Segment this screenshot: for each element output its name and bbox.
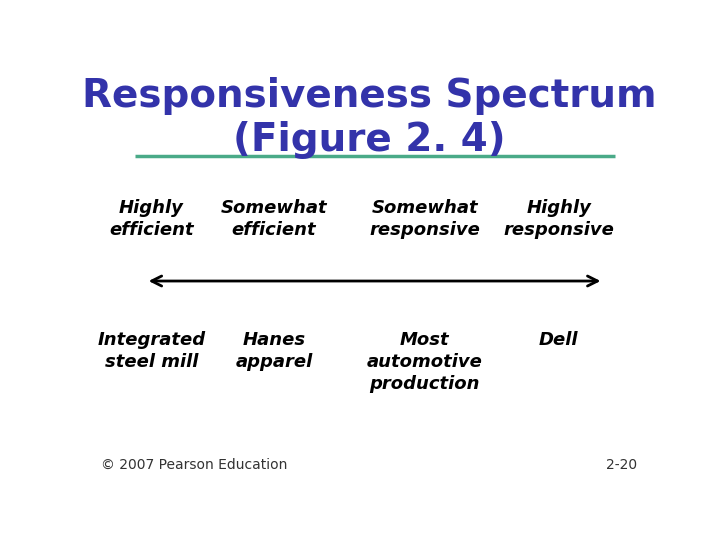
Text: Highly
efficient: Highly efficient — [109, 199, 194, 239]
Text: Most
automotive
production: Most automotive production — [367, 331, 482, 393]
Text: Responsiveness Spectrum
(Figure 2. 4): Responsiveness Spectrum (Figure 2. 4) — [81, 77, 657, 159]
Text: Somewhat
efficient: Somewhat efficient — [221, 199, 328, 239]
Text: © 2007 Pearson Education: © 2007 Pearson Education — [101, 458, 287, 472]
Text: Hanes
apparel: Hanes apparel — [235, 331, 312, 371]
Text: Somewhat
responsive: Somewhat responsive — [369, 199, 480, 239]
Text: Highly
responsive: Highly responsive — [503, 199, 614, 239]
Text: Integrated
steel mill: Integrated steel mill — [97, 331, 205, 371]
Text: Dell: Dell — [539, 331, 578, 349]
Text: 2-20: 2-20 — [606, 458, 637, 472]
